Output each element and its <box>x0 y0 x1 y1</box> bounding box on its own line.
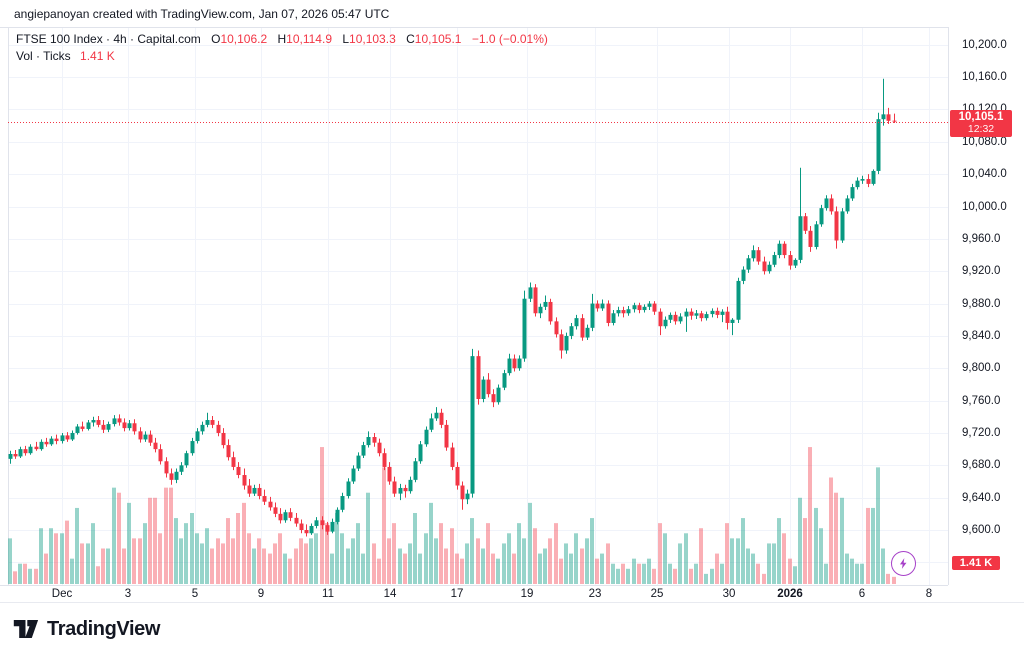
open-label: O <box>211 32 221 46</box>
close-value: 10,105.1 <box>414 32 462 46</box>
time-axis-label: 23 <box>588 588 602 600</box>
volume-legend: Vol · Ticks 1.41 K <box>16 49 115 63</box>
volume-label[interactable]: Vol · Ticks <box>16 49 71 63</box>
axis-corner <box>948 585 1024 602</box>
time-axis-label: 3 <box>124 588 132 600</box>
volume-value: 1.41 K <box>80 49 115 63</box>
time-axis-label: 14 <box>383 588 397 600</box>
change-value: −1.0 (−0.01%) <box>471 32 548 46</box>
high-value: 10,114.9 <box>286 32 332 46</box>
tradingview-wordmark: TradingView <box>47 617 161 640</box>
price-axis-label: 9,960.0 <box>962 232 1001 245</box>
symbol-legend: FTSE 100 Index · 4h · Capital.com O10,10… <box>16 32 548 46</box>
price-axis-label: 9,640.0 <box>962 491 1001 504</box>
price-axis-label: 9,880.0 <box>962 297 1001 310</box>
tradingview-logo[interactable]: TradingView <box>12 616 160 642</box>
time-axis-label: 6 <box>858 588 866 600</box>
current-price-value: 10,105.1 <box>958 110 1004 123</box>
instant-trading-button[interactable] <box>891 551 916 576</box>
price-axis-label: 9,720.0 <box>962 426 1001 439</box>
symbol-title[interactable]: FTSE 100 Index · 4h · Capital.com <box>16 32 201 46</box>
time-axis-label: 9 <box>257 588 265 600</box>
price-axis-label: 9,920.0 <box>962 265 1001 278</box>
price-axis-label: 9,840.0 <box>962 329 1001 342</box>
tradingview-logo-icon <box>13 620 39 638</box>
time-axis-label: 2026 <box>777 588 803 600</box>
time-axis-label: 5 <box>191 588 199 600</box>
open-value: 10,106.2 <box>220 32 268 46</box>
price-axis-label: 10,200.0 <box>962 38 1007 51</box>
price-axis-label: 10,040.0 <box>962 168 1007 181</box>
bar-countdown: 12:32 <box>967 122 995 135</box>
price-axis-label: 10,000.0 <box>962 200 1007 213</box>
time-axis-label: 25 <box>650 588 664 600</box>
low-label: L <box>342 32 350 46</box>
price-axis-label: 10,080.0 <box>962 135 1007 148</box>
price-axis-label: 9,680.0 <box>962 459 1001 472</box>
lightning-bolt-icon <box>899 558 907 569</box>
current-price-badge: 10,105.1 12:32 <box>950 109 1012 137</box>
time-axis-label: 19 <box>520 588 534 600</box>
price-axis-label: 9,760.0 <box>962 394 1001 407</box>
time-axis-label: 30 <box>722 588 736 600</box>
time-axis[interactable]: Dec 3 5 9 11 14 17 19 23 25 30 2026 6 8 <box>0 585 948 603</box>
time-axis-label: 17 <box>450 588 464 600</box>
low-value: 10,103.3 <box>349 32 396 46</box>
current-volume-badge: 1.41 K <box>952 556 1000 570</box>
time-axis-label: Dec <box>51 588 73 600</box>
footer-bar: TradingView <box>0 602 1024 662</box>
price-axis-label: 9,600.0 <box>962 524 1001 536</box>
time-axis-label: 8 <box>925 588 933 600</box>
high-label: H <box>277 32 287 46</box>
close-label: C <box>406 32 415 46</box>
price-axis-label: 9,800.0 <box>962 362 1001 375</box>
time-axis-label: 11 <box>322 588 334 600</box>
attribution-text: angiepanoyan created with TradingView.co… <box>14 7 390 21</box>
price-axis-label: 10,160.0 <box>962 71 1007 84</box>
